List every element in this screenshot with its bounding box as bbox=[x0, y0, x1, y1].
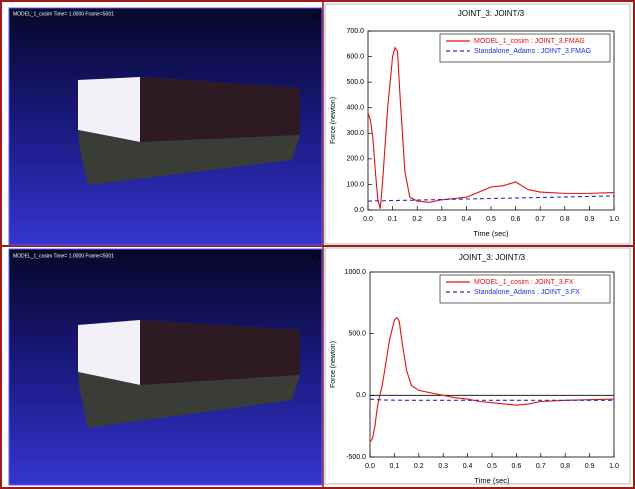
x-tick-label: 0.4 bbox=[463, 463, 473, 470]
x-tick-label: 1.0 bbox=[609, 463, 619, 470]
x-tick-label: 0.6 bbox=[512, 463, 522, 470]
axes-icon: ⬡ bbox=[312, 253, 320, 263]
x-axis-label: Time (sec) bbox=[474, 476, 510, 485]
x-tick-label: 0.3 bbox=[437, 216, 447, 223]
y-tick-label: 1000.0 bbox=[345, 269, 367, 276]
y-tick-label: 200.0 bbox=[346, 156, 364, 163]
x-tick-label: 0.1 bbox=[390, 463, 400, 470]
x-tick-label: 0.9 bbox=[585, 463, 595, 470]
x-tick-label: 0.6 bbox=[511, 216, 521, 223]
y-tick-label: 0.0 bbox=[356, 392, 366, 399]
y-tick-label: 500.0 bbox=[346, 79, 364, 86]
x-tick-label: 0.7 bbox=[535, 216, 545, 223]
y-tick-label: 600.0 bbox=[346, 53, 364, 60]
y-tick-label: 400.0 bbox=[346, 105, 364, 112]
chart-title: JOINT_3: JOINT/3 bbox=[458, 9, 525, 18]
y-tick-label: 100.0 bbox=[346, 181, 364, 188]
x-tick-label: 0.7 bbox=[536, 463, 546, 470]
x-tick-label: 0.3 bbox=[438, 463, 448, 470]
axes-icon: ⬡ bbox=[312, 12, 320, 22]
legend-label: Standalone_Adams : JOINT_3.FX bbox=[474, 289, 580, 296]
x-tick-label: 0.0 bbox=[363, 216, 373, 223]
x-tick-label: 0.8 bbox=[560, 463, 570, 470]
x-tick-label: 0.1 bbox=[388, 216, 398, 223]
x-tick-label: 0.8 bbox=[560, 216, 570, 223]
box-front bbox=[140, 77, 300, 142]
x-tick-label: 0.4 bbox=[462, 216, 472, 223]
legend-label: MODEL_1_cosim : JOINT_3.FX bbox=[474, 279, 574, 286]
viewport: MODEL_1_cosim Time= 1.0000 Frame=5001 ⬡ bbox=[9, 249, 322, 485]
x-axis-label: Time (sec) bbox=[473, 229, 509, 238]
legend-label: Standalone_Adams : JOINT_3.FMAG bbox=[474, 48, 591, 55]
x-tick-label: 0.5 bbox=[486, 216, 496, 223]
viewport-caption: MODEL_1_cosim Time= 1.0000 Frame=5001 bbox=[13, 11, 114, 17]
x-tick-label: 0.5 bbox=[487, 463, 497, 470]
y-axis-label: Force (newton) bbox=[330, 97, 337, 144]
chart-title: JOINT_3: JOINT/3 bbox=[459, 253, 526, 262]
viewport-caption: MODEL_1_cosim Time= 1.0000 Frame=5001 bbox=[13, 253, 114, 259]
y-tick-label: -500.0 bbox=[346, 454, 366, 461]
screen: MODEL_1_cosim Time= 1.0000 Frame=5001 ⬡ … bbox=[0, 0, 635, 489]
x-tick-label: 0.9 bbox=[585, 216, 595, 223]
x-tick-label: 0.2 bbox=[412, 216, 422, 223]
y-tick-label: 0.0 bbox=[354, 207, 364, 214]
y-tick-label: 700.0 bbox=[346, 28, 364, 35]
x-tick-label: 0.2 bbox=[414, 463, 424, 470]
legend-label: MODEL_1_cosim : JOINT_3.FMAG bbox=[474, 38, 585, 45]
viewport: MODEL_1_cosim Time= 1.0000 Frame=5001 ⬡ bbox=[9, 8, 322, 245]
y-axis-label: Force (newton) bbox=[330, 341, 337, 388]
x-tick-label: 1.0 bbox=[609, 216, 619, 223]
y-tick-label: 300.0 bbox=[346, 130, 364, 137]
page: {"viewports": [ {"caption": "MODEL_1_cos… bbox=[0, 0, 635, 489]
y-tick-label: 500.0 bbox=[348, 331, 366, 338]
x-tick-label: 0.0 bbox=[365, 463, 375, 470]
box-front bbox=[140, 320, 300, 385]
